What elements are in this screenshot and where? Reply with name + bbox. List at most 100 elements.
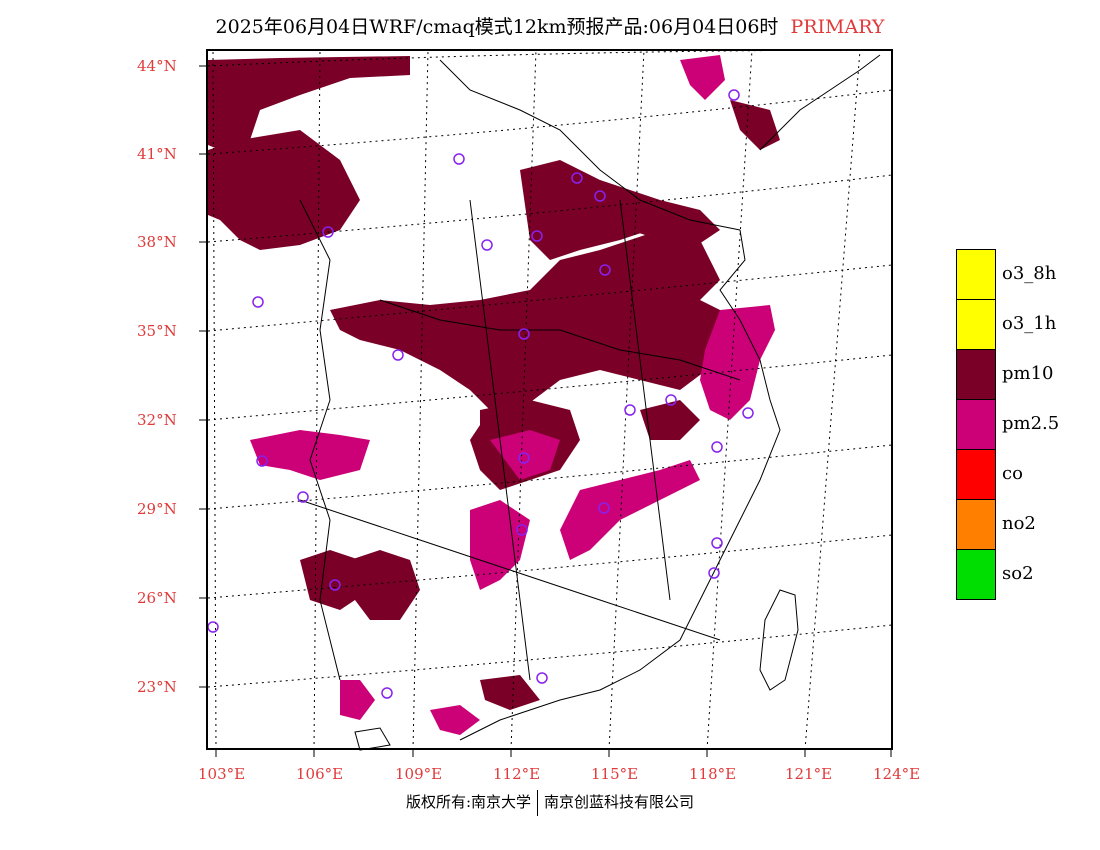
boundary-south	[299, 499, 721, 641]
legend-swatch	[956, 399, 996, 450]
meridian-115	[608, 49, 645, 751]
pm10-area-yunnan	[350, 550, 420, 620]
legend-label: o3_8h	[1002, 263, 1057, 284]
lat-label-29: 29°N	[137, 500, 177, 518]
axis-ticks	[199, 65, 892, 757]
lat-label-35: 35°N	[137, 322, 177, 340]
legend-swatch	[956, 299, 996, 350]
legend-label: o3_1h	[1002, 313, 1057, 334]
legend-swatch	[956, 349, 996, 400]
lon-label-124: 124°E	[873, 765, 921, 783]
lat-label-32: 32°N	[137, 411, 177, 429]
city-marker	[252, 296, 264, 308]
city-marker	[594, 190, 606, 202]
city-marker	[481, 239, 493, 251]
city-marker	[536, 672, 548, 684]
city-marker	[518, 452, 530, 464]
hainan-outline	[354, 727, 391, 751]
coastline	[459, 229, 781, 741]
copyright-left: 版权所有:南京大学	[405, 793, 532, 811]
meridian-112	[510, 49, 537, 751]
parallel-38	[207, 174, 893, 243]
lon-label-106: 106°E	[296, 765, 344, 783]
boundary-west	[299, 199, 341, 681]
city-marker	[256, 455, 268, 467]
lon-label-118: 118°E	[689, 765, 737, 783]
city-marker	[531, 230, 543, 242]
legend-swatch	[956, 499, 996, 550]
city-marker	[453, 153, 465, 165]
pm10-area-fujian	[640, 400, 700, 440]
meridian-121	[804, 49, 861, 751]
boundary-north	[439, 59, 741, 231]
meridian-109	[412, 49, 429, 751]
city-marker	[598, 502, 610, 514]
lat-label-44: 44°N	[137, 57, 177, 75]
legend-label: pm10	[1002, 363, 1054, 384]
pm10-area-shandong	[600, 180, 720, 250]
city-marker	[518, 328, 530, 340]
city-marker	[392, 349, 404, 361]
lon-label-121: 121°E	[785, 765, 833, 783]
city-marker	[711, 537, 723, 549]
parallel-23	[207, 624, 893, 688]
lat-label-41: 41°N	[137, 145, 177, 163]
legend-swatch	[956, 249, 996, 300]
primary-badge: PRIMARY	[790, 16, 885, 38]
legend-label: pm2.5	[1002, 413, 1060, 434]
map-title: 2025年06月04日WRF/cmaq模式12km预报产品:06月04日06时 P…	[0, 12, 1100, 39]
city-marker	[322, 226, 334, 238]
meridian-103	[212, 49, 217, 751]
pm25-area-hubei	[490, 430, 560, 480]
dotted-graticule	[207, 49, 893, 751]
city-marker	[207, 621, 219, 633]
lat-label-23: 23°N	[137, 678, 177, 696]
city-marker	[708, 567, 720, 579]
pm25-areas	[250, 55, 775, 735]
pm25-area-north-isolated	[680, 55, 725, 100]
city-marker	[329, 579, 341, 591]
pm25-area-guangdong	[430, 705, 480, 735]
city-marker	[599, 264, 611, 276]
legend-swatch	[956, 549, 996, 600]
copyright-divider	[537, 790, 539, 816]
meridian-106	[313, 49, 321, 751]
pm10-area-loess	[520, 160, 650, 260]
pm25-area-jiangxi	[560, 460, 700, 560]
lon-label-112: 112°E	[493, 765, 541, 783]
legend-label: no2	[1002, 513, 1036, 534]
province-boundaries	[299, 54, 881, 751]
city-marker	[571, 172, 583, 184]
copyright-right: 南京创蓝科技有限公司	[544, 793, 695, 811]
boundary-central	[379, 299, 741, 381]
lat-label-38: 38°N	[137, 233, 177, 251]
city-marker	[381, 687, 393, 699]
northeast-coast	[759, 54, 881, 151]
title-text: 2025年06月04日WRF/cmaq模式12km预报产品:06月04日06时	[215, 16, 779, 38]
parallel-35	[207, 264, 893, 332]
city-marker	[728, 89, 740, 101]
city-marker	[516, 524, 528, 536]
lat-label-26: 26°N	[137, 589, 177, 607]
city-marker	[742, 407, 754, 419]
city-marker	[297, 491, 309, 503]
parallel-44	[207, 49, 893, 67]
pm10-area-guangxi	[480, 675, 540, 710]
pm25-area-sichuan	[250, 430, 370, 480]
city-marker	[624, 404, 636, 416]
lon-label-115: 115°E	[591, 765, 639, 783]
pollution-layer	[208, 55, 780, 735]
pm10-area-north	[208, 56, 410, 150]
pm25-area-yunnan	[340, 680, 375, 720]
taiwan-outline	[759, 589, 799, 691]
map-frame	[206, 49, 893, 750]
lon-label-103: 103°E	[198, 765, 246, 783]
lon-label-109: 109°E	[395, 765, 443, 783]
pm25-area-hunan	[470, 500, 530, 590]
boundary-east	[619, 199, 671, 601]
city-markers	[207, 89, 754, 699]
pm25-area-east-coast	[700, 305, 775, 420]
pm10-area-northeast	[730, 100, 780, 150]
boundary-mid	[469, 199, 531, 681]
